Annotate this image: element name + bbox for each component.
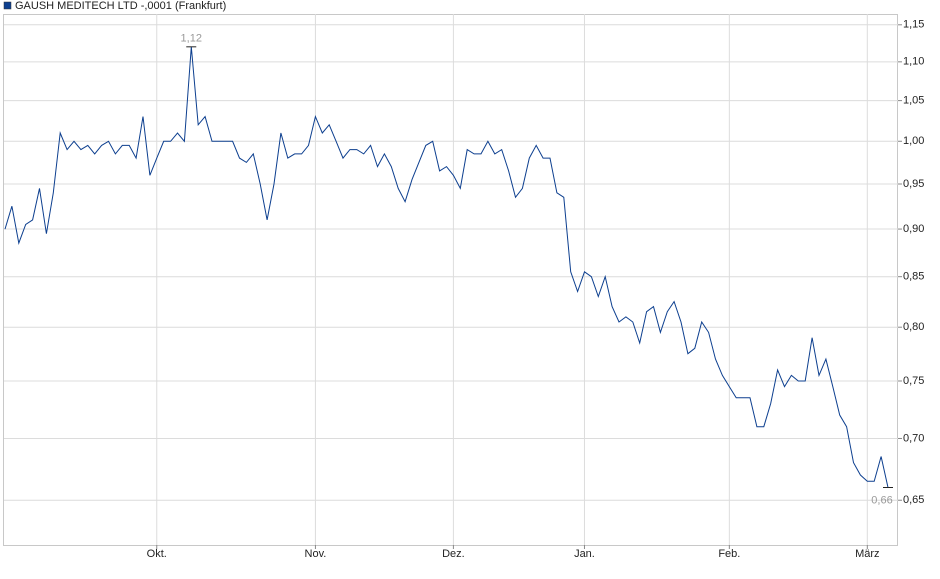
y-tick-label: 0,75 [903, 375, 924, 387]
y-tick-label: 1,05 [903, 95, 924, 107]
y-tick-label: 1,15 [903, 19, 924, 31]
x-tick-label: Okt. [147, 548, 167, 560]
x-tick-label: Jan. [574, 548, 595, 560]
legend-swatch [3, 1, 12, 10]
y-tick-label: 1,00 [903, 135, 924, 147]
x-tick-label: Nov. [305, 548, 327, 560]
y-tick-label: 0,95 [903, 178, 924, 190]
x-tick-label: Dez. [442, 548, 465, 560]
y-tick-label: 1,10 [903, 56, 924, 68]
value-label: 0,66 [871, 494, 892, 506]
y-tick-label: 0,80 [903, 321, 924, 333]
price-line [4, 46, 889, 488]
plot-frame [3, 14, 898, 546]
x-tick-label: März [855, 548, 879, 560]
y-tick-label: 0,70 [903, 432, 924, 444]
legend-label: GAUSH MEDITECH LTD -,0001 (Frankfurt) [15, 0, 226, 12]
y-tick-label: 0,90 [903, 223, 924, 235]
x-tick-label: Feb. [718, 548, 740, 560]
value-label: 1,12 [181, 33, 202, 45]
y-tick-label: 0,85 [903, 271, 924, 283]
y-tick-label: 0,65 [903, 494, 924, 506]
